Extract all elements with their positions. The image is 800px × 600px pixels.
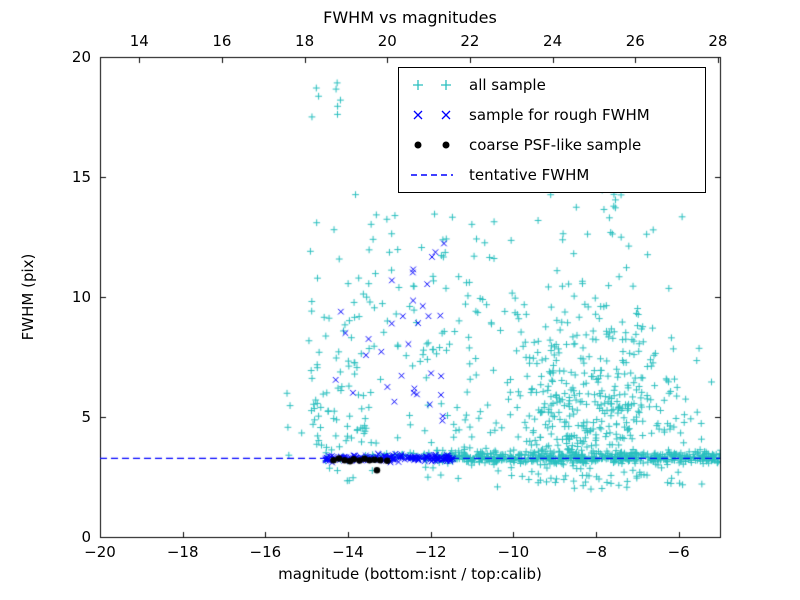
dot-marker-glyph: [414, 141, 422, 149]
y-tick-label: 15: [71, 168, 91, 186]
x-tick-label-bottom: −16: [249, 543, 282, 561]
dot-marker-glyph: [442, 141, 450, 149]
plus-marker-glyph: [413, 80, 451, 90]
legend-label: tentative FWHM: [469, 166, 590, 184]
x-tick-label-bottom: −8: [584, 543, 608, 561]
legend-label: sample for rough FWHM: [469, 106, 650, 124]
legend-label: coarse PSF-like sample: [469, 136, 642, 154]
y-tick-label: 0: [81, 528, 91, 546]
x-tick-label-bottom: −12: [414, 543, 447, 561]
legend-item-all-sample: all sample: [399, 70, 705, 100]
plus-marker-icon: [409, 76, 461, 94]
dot-marker-icon: [409, 136, 461, 154]
x-axis-label: magnitude (bottom:isnt / top:calib): [278, 565, 542, 583]
x-tick-label-top: 22: [460, 32, 480, 50]
x-tick-label-bottom: −14: [332, 543, 364, 561]
y-tick-label: 20: [71, 48, 91, 66]
x-tick-label-top: 24: [543, 32, 563, 50]
x-marker-icon: [409, 106, 461, 124]
chart-title: FWHM vs magnitudes: [323, 8, 497, 27]
x-tick-label-bottom: −18: [166, 543, 199, 561]
x-tick-label-top: 26: [625, 32, 645, 50]
x-tick-label-bottom: −20: [84, 543, 116, 561]
x-tick-label-bottom: −6: [667, 543, 690, 561]
y-axis-label: FWHM (pix): [19, 253, 37, 341]
dashed-line-icon: [409, 166, 461, 184]
x-tick-label-top: 16: [212, 32, 232, 50]
y-tick-label: 5: [81, 408, 91, 426]
x-marker-glyph: [413, 110, 451, 120]
legend: all sample sample for rough FWHM coarse …: [398, 67, 706, 193]
legend-label: all sample: [469, 76, 546, 94]
legend-item-psf-sample: coarse PSF-like sample: [399, 130, 705, 160]
y-tick-label: 10: [71, 288, 91, 306]
legend-item-rough-fwhm: sample for rough FWHM: [399, 100, 705, 130]
x-tick-label-top: 18: [295, 32, 315, 50]
x-tick-label-top: 28: [708, 32, 728, 50]
x-tick-label-top: 20: [377, 32, 397, 50]
legend-item-tentative-fwhm: tentative FWHM: [399, 160, 705, 190]
x-tick-label-top: 14: [129, 32, 149, 50]
x-tick-label-bottom: −10: [497, 543, 530, 561]
